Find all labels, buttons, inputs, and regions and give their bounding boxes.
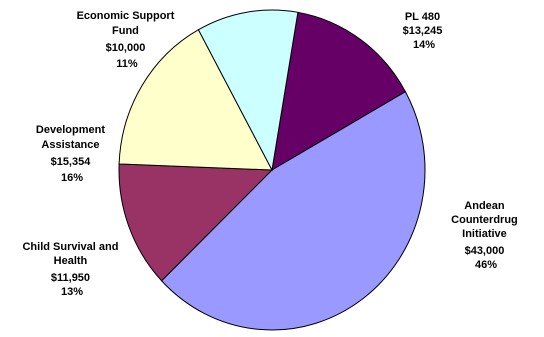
slice-label-economic-support-fund: Economic Support Fund $10,000 11% <box>77 10 178 70</box>
slice-label-pl-480: PL 480 $13,245 14% <box>403 11 446 51</box>
slice-label-andean-counterdrug-initiative: Andean Counterdrug Initiative $43,000 46… <box>451 200 521 271</box>
slice-label-line: Health <box>54 255 88 267</box>
pie-slice-pl-480 <box>271 11 407 171</box>
slice-label-line: PL 480 <box>405 11 440 23</box>
slice-label-line: Fund <box>112 25 139 37</box>
slice-label-line: Assistance <box>41 139 99 151</box>
slice-percent-label: 14% <box>413 39 435 51</box>
slice-label-child-survival-and-health: Child Survival and Health $11,950 13% <box>22 241 121 298</box>
slice-label-line: Development <box>36 124 105 136</box>
pie-slice-economic-support-fund <box>197 9 299 172</box>
slice-value-label: $43,000 <box>465 245 505 257</box>
slice-value-label: $15,354 <box>51 156 92 168</box>
slice-label-line: Counterdrug <box>451 214 518 226</box>
pie-slice-development-assistance <box>118 29 273 171</box>
slice-value-label: $10,000 <box>106 42 146 54</box>
slice-percent-label: 11% <box>116 58 138 70</box>
slice-value-label: $13,245 <box>403 25 443 37</box>
slice-label-line: Initiative <box>462 228 507 240</box>
pie-slice-child-survival-and-health <box>118 163 274 282</box>
slice-value-label: $11,950 <box>51 272 90 284</box>
pie-slices <box>118 9 426 331</box>
slice-percent-label: 16% <box>61 172 83 184</box>
pie-slice-andean-counterdrug-initiative <box>160 91 426 331</box>
slice-label-line: Economic Support <box>77 10 175 22</box>
slice-percent-label: 46% <box>475 259 497 271</box>
slice-label-development-assistance: Development Assistance $15,354 16% <box>36 124 108 184</box>
slice-label-line: Child Survival and <box>22 241 118 253</box>
slice-percent-label: 13% <box>61 286 83 298</box>
slice-label-line: Andean <box>464 200 505 212</box>
